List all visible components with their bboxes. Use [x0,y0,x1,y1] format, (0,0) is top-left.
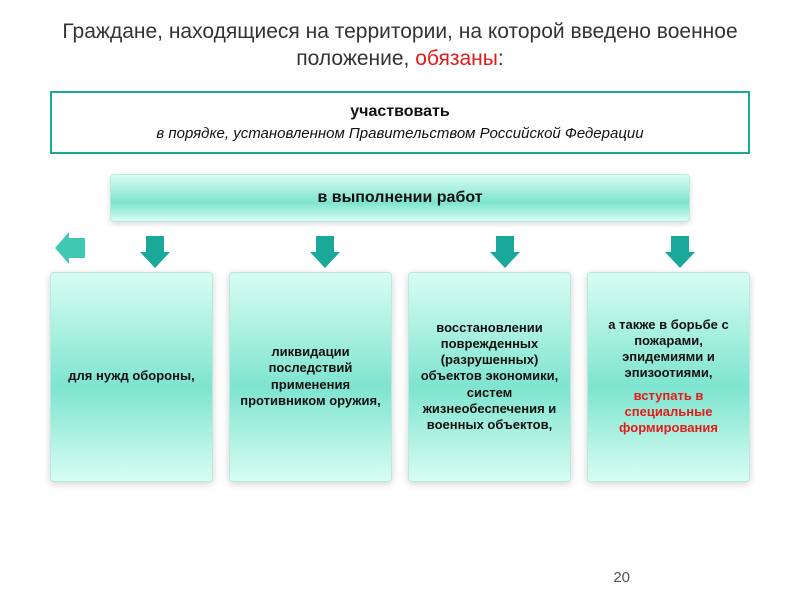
top-box-line2: в порядке, установленном Правительством … [64,125,736,142]
arrow-down-icon [490,236,520,268]
column-box: для нужд обороны, [50,272,213,482]
columns-row: для нужд обороны, ликвидации последствий … [50,272,750,482]
title-prefix: Граждане, находящиеся на территории, на … [62,20,737,70]
arrow-down-icon [665,236,695,268]
column-text-highlight: вступать в специальные формирования [596,388,741,437]
title-highlight: обязаны [415,47,498,70]
top-box-line1: участвовать [64,103,736,121]
mid-box-text: в выполнении работ [317,189,482,206]
down-arrows-row [0,232,800,270]
top-box: участвовать в порядке, установленном Пра… [50,91,750,154]
mid-box: в выполнении работ [110,174,690,222]
column-text: а также в борьбе с пожарами, эпидемиями … [596,317,741,382]
page-number: 20 [613,569,630,586]
column-text: ликвидации последствий применения против… [238,344,383,409]
arrow-down-icon [140,236,170,268]
title-suffix: : [498,47,504,70]
column-box: восстановлении поврежденных (разрушенных… [408,272,571,482]
slide-title: Граждане, находящиеся на территории, на … [0,0,800,83]
column-text: восстановлении поврежденных (разрушенных… [417,320,562,434]
column-box: а также в борьбе с пожарами, эпидемиями … [587,272,750,482]
arrow-down-icon [310,236,340,268]
column-box: ликвидации последствий применения против… [229,272,392,482]
column-text: для нужд обороны, [68,368,194,384]
